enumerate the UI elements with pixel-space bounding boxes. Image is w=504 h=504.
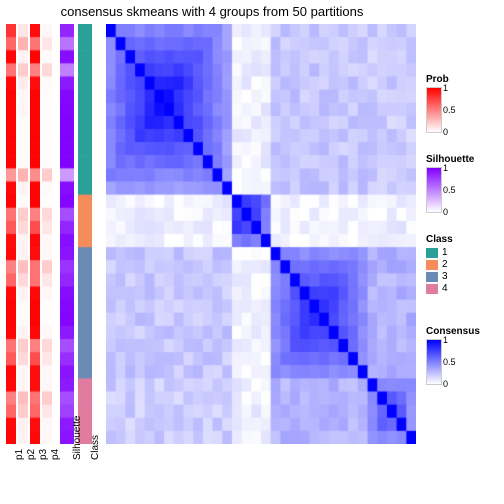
legend-consensus: Consensus 1 0.5 0 [426,326,500,389]
track-p3 [30,24,40,444]
plot-title: consensus skmeans with 4 groups from 50 … [0,4,424,19]
legend-class: Class 1 2 3 4 [426,234,500,295]
xlabel-class: Class [90,450,140,460]
legend-class-title: Class [426,234,500,245]
legend-consensus-gradient: 1 0.5 0 [426,339,442,385]
legend-consensus-title: Consensus [426,326,500,337]
track-p1 [6,24,16,444]
swatch-1 [426,248,438,258]
legend-class-item-4: 4 [426,283,500,294]
swatch-2 [426,260,438,270]
swatch-3 [426,272,438,282]
legend-prob: Prob 1 0.5 0 [426,74,500,137]
legend-silhouette-gradient: 1 0.5 0 [426,167,442,213]
consensus-heatmap [106,24,416,444]
track-silhouette [60,24,74,444]
track-class [78,24,92,444]
consensus-heatmap-figure: consensus skmeans with 4 groups from 50 … [0,0,504,504]
legend-silhouette: Silhouette 1 0.5 0 [426,154,500,217]
track-p4 [42,24,52,444]
swatch-4 [426,284,438,294]
legend-class-item-2: 2 [426,259,500,270]
legend-prob-gradient: 1 0.5 0 [426,87,442,133]
legend-class-item-3: 3 [426,271,500,282]
legend-class-item-1: 1 [426,247,500,258]
legend-silhouette-title: Silhouette [426,154,500,165]
legend-prob-title: Prob [426,74,500,85]
track-p2 [18,24,28,444]
